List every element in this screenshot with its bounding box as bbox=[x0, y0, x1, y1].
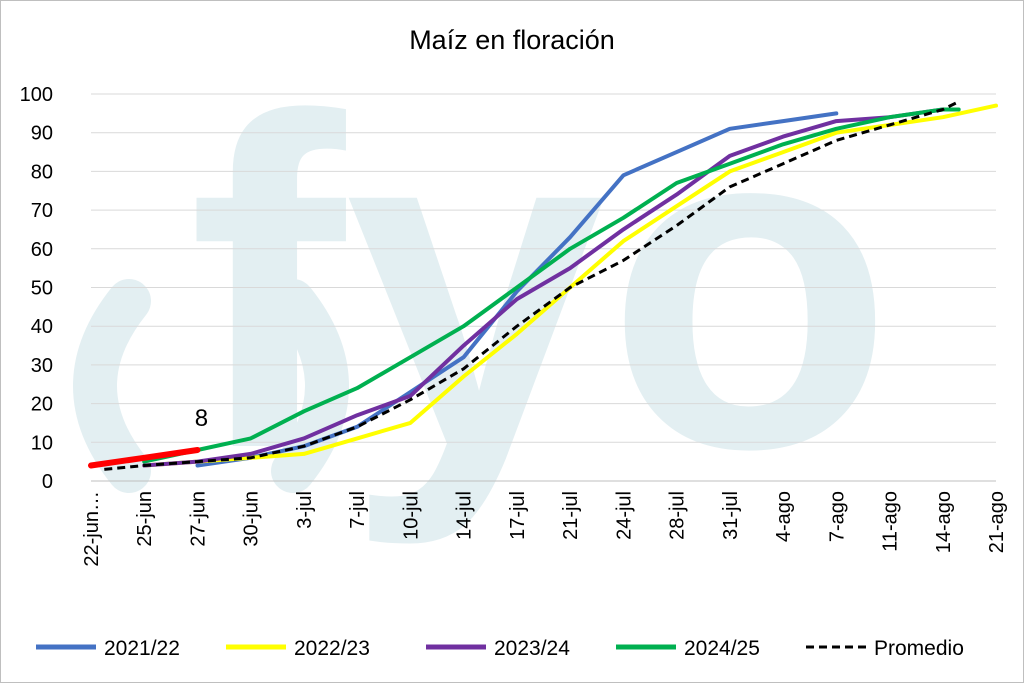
x-tick-label: 21-jul bbox=[560, 491, 582, 540]
legend-label: 2022/23 bbox=[294, 637, 370, 660]
x-tick-label: 3-jul bbox=[294, 491, 316, 529]
gridlines bbox=[91, 93, 996, 482]
series-line-2024-25 bbox=[142, 107, 961, 464]
x-tick-label: 21-ago bbox=[986, 491, 1008, 553]
legend-label: 2021/22 bbox=[104, 637, 180, 660]
x-tick-label: 24-jul bbox=[613, 491, 635, 540]
y-tick-label: 80 bbox=[31, 161, 53, 183]
series-line-promedio bbox=[104, 100, 960, 471]
y-tick-label: 70 bbox=[31, 200, 53, 222]
watermark-arc bbox=[271, 279, 349, 493]
x-tick-label: 27-jun bbox=[187, 491, 209, 547]
legend: 2021/222022/232023/242024/25Promedio2025… bbox=[36, 637, 964, 660]
watermark: fyo bbox=[73, 21, 894, 549]
x-tick-label: 14-jul bbox=[454, 491, 476, 540]
legend-label: 2024/25 bbox=[684, 637, 760, 660]
y-tick-label: 100 bbox=[20, 84, 53, 106]
series-line-2023-24 bbox=[142, 107, 945, 468]
x-axis: 22-jun… 25-jun 27-jun 30-jun 3-jul 7-jul 10-ju… bbox=[81, 491, 1008, 567]
annotations: 8 bbox=[195, 405, 208, 432]
x-tick-label: 4-ago bbox=[773, 491, 795, 542]
legend-label: Promedio bbox=[874, 637, 964, 660]
chart-title: Maíz en floración bbox=[409, 25, 615, 55]
x-tick-label: 7-jul bbox=[347, 491, 369, 529]
x-tick-label: 14-ago bbox=[933, 491, 955, 553]
y-tick-label: 10 bbox=[31, 432, 53, 454]
y-tick-label: 90 bbox=[31, 123, 53, 145]
data-label: 8 bbox=[195, 405, 208, 432]
y-axis: 0 10 20 30 40 50 60 70 80 90 100 bbox=[20, 84, 53, 493]
x-tick-label: 22-jun… bbox=[81, 491, 103, 567]
x-tick-label: 17-jul bbox=[507, 491, 529, 540]
y-tick-label: 30 bbox=[31, 355, 53, 377]
y-tick-label: 0 bbox=[42, 471, 53, 493]
watermark-arc bbox=[73, 279, 151, 493]
x-tick-label: 10-jul bbox=[400, 491, 422, 540]
x-tick-label: 30-jun bbox=[241, 491, 263, 547]
y-tick-label: 40 bbox=[31, 316, 53, 338]
legend-label: 2023/24 bbox=[494, 637, 570, 660]
x-tick-label: 28-jul bbox=[667, 491, 689, 540]
x-tick-label: 31-jul bbox=[720, 491, 742, 540]
y-tick-label: 20 bbox=[31, 394, 53, 416]
x-tick-label: 7-ago bbox=[826, 491, 848, 542]
plot-area bbox=[88, 100, 998, 471]
y-tick-label: 50 bbox=[31, 278, 53, 300]
x-tick-label: 25-jun bbox=[134, 491, 156, 547]
series-line-2025-26 bbox=[88, 447, 201, 469]
x-tick-label: 11-ago bbox=[880, 491, 902, 552]
y-tick-label: 60 bbox=[31, 239, 53, 261]
